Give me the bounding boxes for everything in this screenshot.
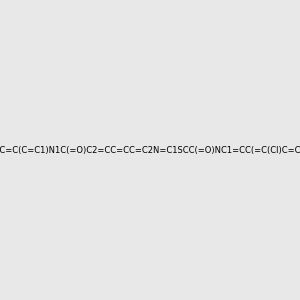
Text: CCOC1=CC=C(C=C1)N1C(=O)C2=CC=CC=C2N=C1SCC(=O)NC1=CC(=C(Cl)C=C1)C(F)(F)F: CCOC1=CC=C(C=C1)N1C(=O)C2=CC=CC=C2N=C1SC… (0, 146, 300, 154)
